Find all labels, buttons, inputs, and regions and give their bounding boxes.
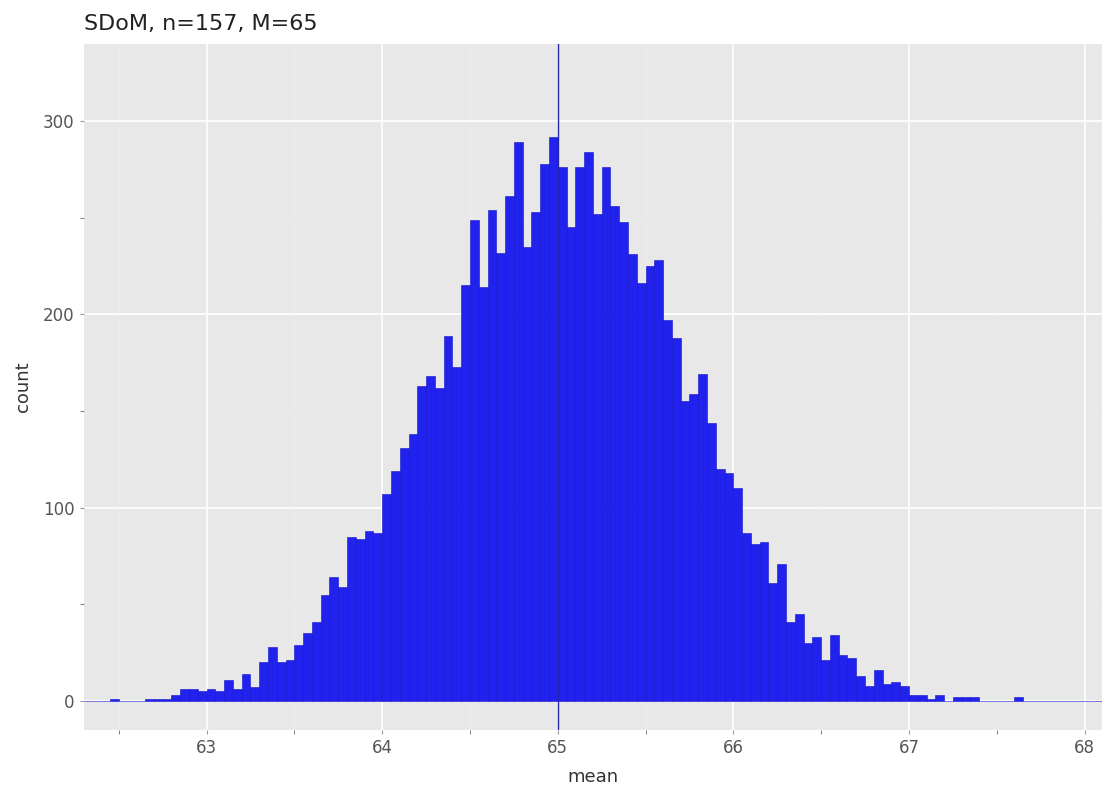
- Bar: [374, 533, 382, 701]
- Bar: [549, 137, 558, 701]
- Bar: [795, 614, 804, 701]
- Bar: [645, 266, 654, 701]
- Bar: [250, 687, 259, 701]
- Bar: [681, 402, 690, 701]
- Bar: [233, 690, 242, 701]
- Bar: [839, 654, 847, 701]
- Bar: [847, 658, 856, 701]
- Bar: [320, 594, 329, 701]
- Bar: [971, 697, 979, 701]
- Bar: [206, 690, 215, 701]
- Bar: [593, 214, 602, 701]
- Bar: [742, 533, 751, 701]
- Bar: [654, 260, 663, 701]
- Bar: [277, 662, 286, 701]
- Bar: [540, 164, 549, 701]
- Bar: [347, 537, 356, 701]
- Bar: [391, 471, 400, 701]
- Bar: [856, 676, 865, 701]
- Bar: [444, 336, 452, 701]
- Bar: [926, 699, 935, 701]
- Bar: [286, 660, 295, 701]
- Bar: [506, 197, 513, 701]
- Bar: [145, 699, 154, 701]
- Text: SDoM, n=157, M=65: SDoM, n=157, M=65: [84, 14, 317, 34]
- Bar: [628, 254, 637, 701]
- Bar: [382, 494, 391, 701]
- Bar: [708, 422, 715, 701]
- Bar: [576, 167, 584, 701]
- Bar: [497, 253, 506, 701]
- Bar: [452, 366, 461, 701]
- Bar: [917, 695, 926, 701]
- Bar: [356, 538, 365, 701]
- Bar: [953, 697, 962, 701]
- Bar: [426, 376, 435, 701]
- Bar: [417, 386, 426, 701]
- Bar: [408, 434, 417, 701]
- Bar: [663, 320, 672, 701]
- Bar: [672, 338, 681, 701]
- Bar: [198, 691, 206, 701]
- Bar: [804, 643, 812, 701]
- Bar: [908, 695, 917, 701]
- Bar: [751, 545, 760, 701]
- Bar: [400, 448, 408, 701]
- Bar: [1014, 697, 1023, 701]
- Y-axis label: count: count: [13, 362, 32, 412]
- Bar: [690, 394, 699, 701]
- Bar: [479, 287, 488, 701]
- Bar: [584, 152, 593, 701]
- Bar: [602, 167, 610, 701]
- Bar: [461, 286, 470, 701]
- Bar: [110, 699, 118, 701]
- Bar: [268, 647, 277, 701]
- Bar: [786, 622, 795, 701]
- Bar: [760, 542, 769, 701]
- Bar: [304, 634, 312, 701]
- X-axis label: mean: mean: [567, 768, 618, 786]
- Bar: [522, 246, 531, 701]
- Bar: [724, 473, 733, 701]
- Bar: [637, 283, 645, 701]
- Bar: [224, 680, 233, 701]
- Bar: [883, 683, 892, 701]
- Bar: [242, 674, 250, 701]
- Bar: [365, 531, 374, 701]
- Bar: [699, 374, 708, 701]
- Bar: [163, 699, 172, 701]
- Bar: [329, 578, 338, 701]
- Bar: [812, 637, 821, 701]
- Bar: [180, 690, 189, 701]
- Bar: [830, 635, 839, 701]
- Bar: [610, 206, 619, 701]
- Bar: [295, 645, 304, 701]
- Bar: [892, 682, 901, 701]
- Bar: [435, 388, 444, 701]
- Bar: [567, 227, 576, 701]
- Bar: [733, 488, 742, 701]
- Bar: [874, 670, 883, 701]
- Bar: [935, 695, 944, 701]
- Bar: [488, 210, 497, 701]
- Bar: [558, 167, 567, 701]
- Bar: [338, 587, 347, 701]
- Bar: [777, 564, 786, 701]
- Bar: [259, 662, 268, 701]
- Bar: [821, 660, 830, 701]
- Bar: [769, 583, 777, 701]
- Bar: [513, 142, 522, 701]
- Bar: [189, 690, 198, 701]
- Bar: [215, 691, 224, 701]
- Bar: [154, 699, 163, 701]
- Bar: [619, 222, 628, 701]
- Bar: [865, 686, 874, 701]
- Bar: [962, 697, 971, 701]
- Bar: [715, 469, 724, 701]
- Bar: [470, 220, 479, 701]
- Bar: [172, 695, 180, 701]
- Bar: [901, 686, 908, 701]
- Bar: [312, 622, 320, 701]
- Bar: [531, 212, 540, 701]
